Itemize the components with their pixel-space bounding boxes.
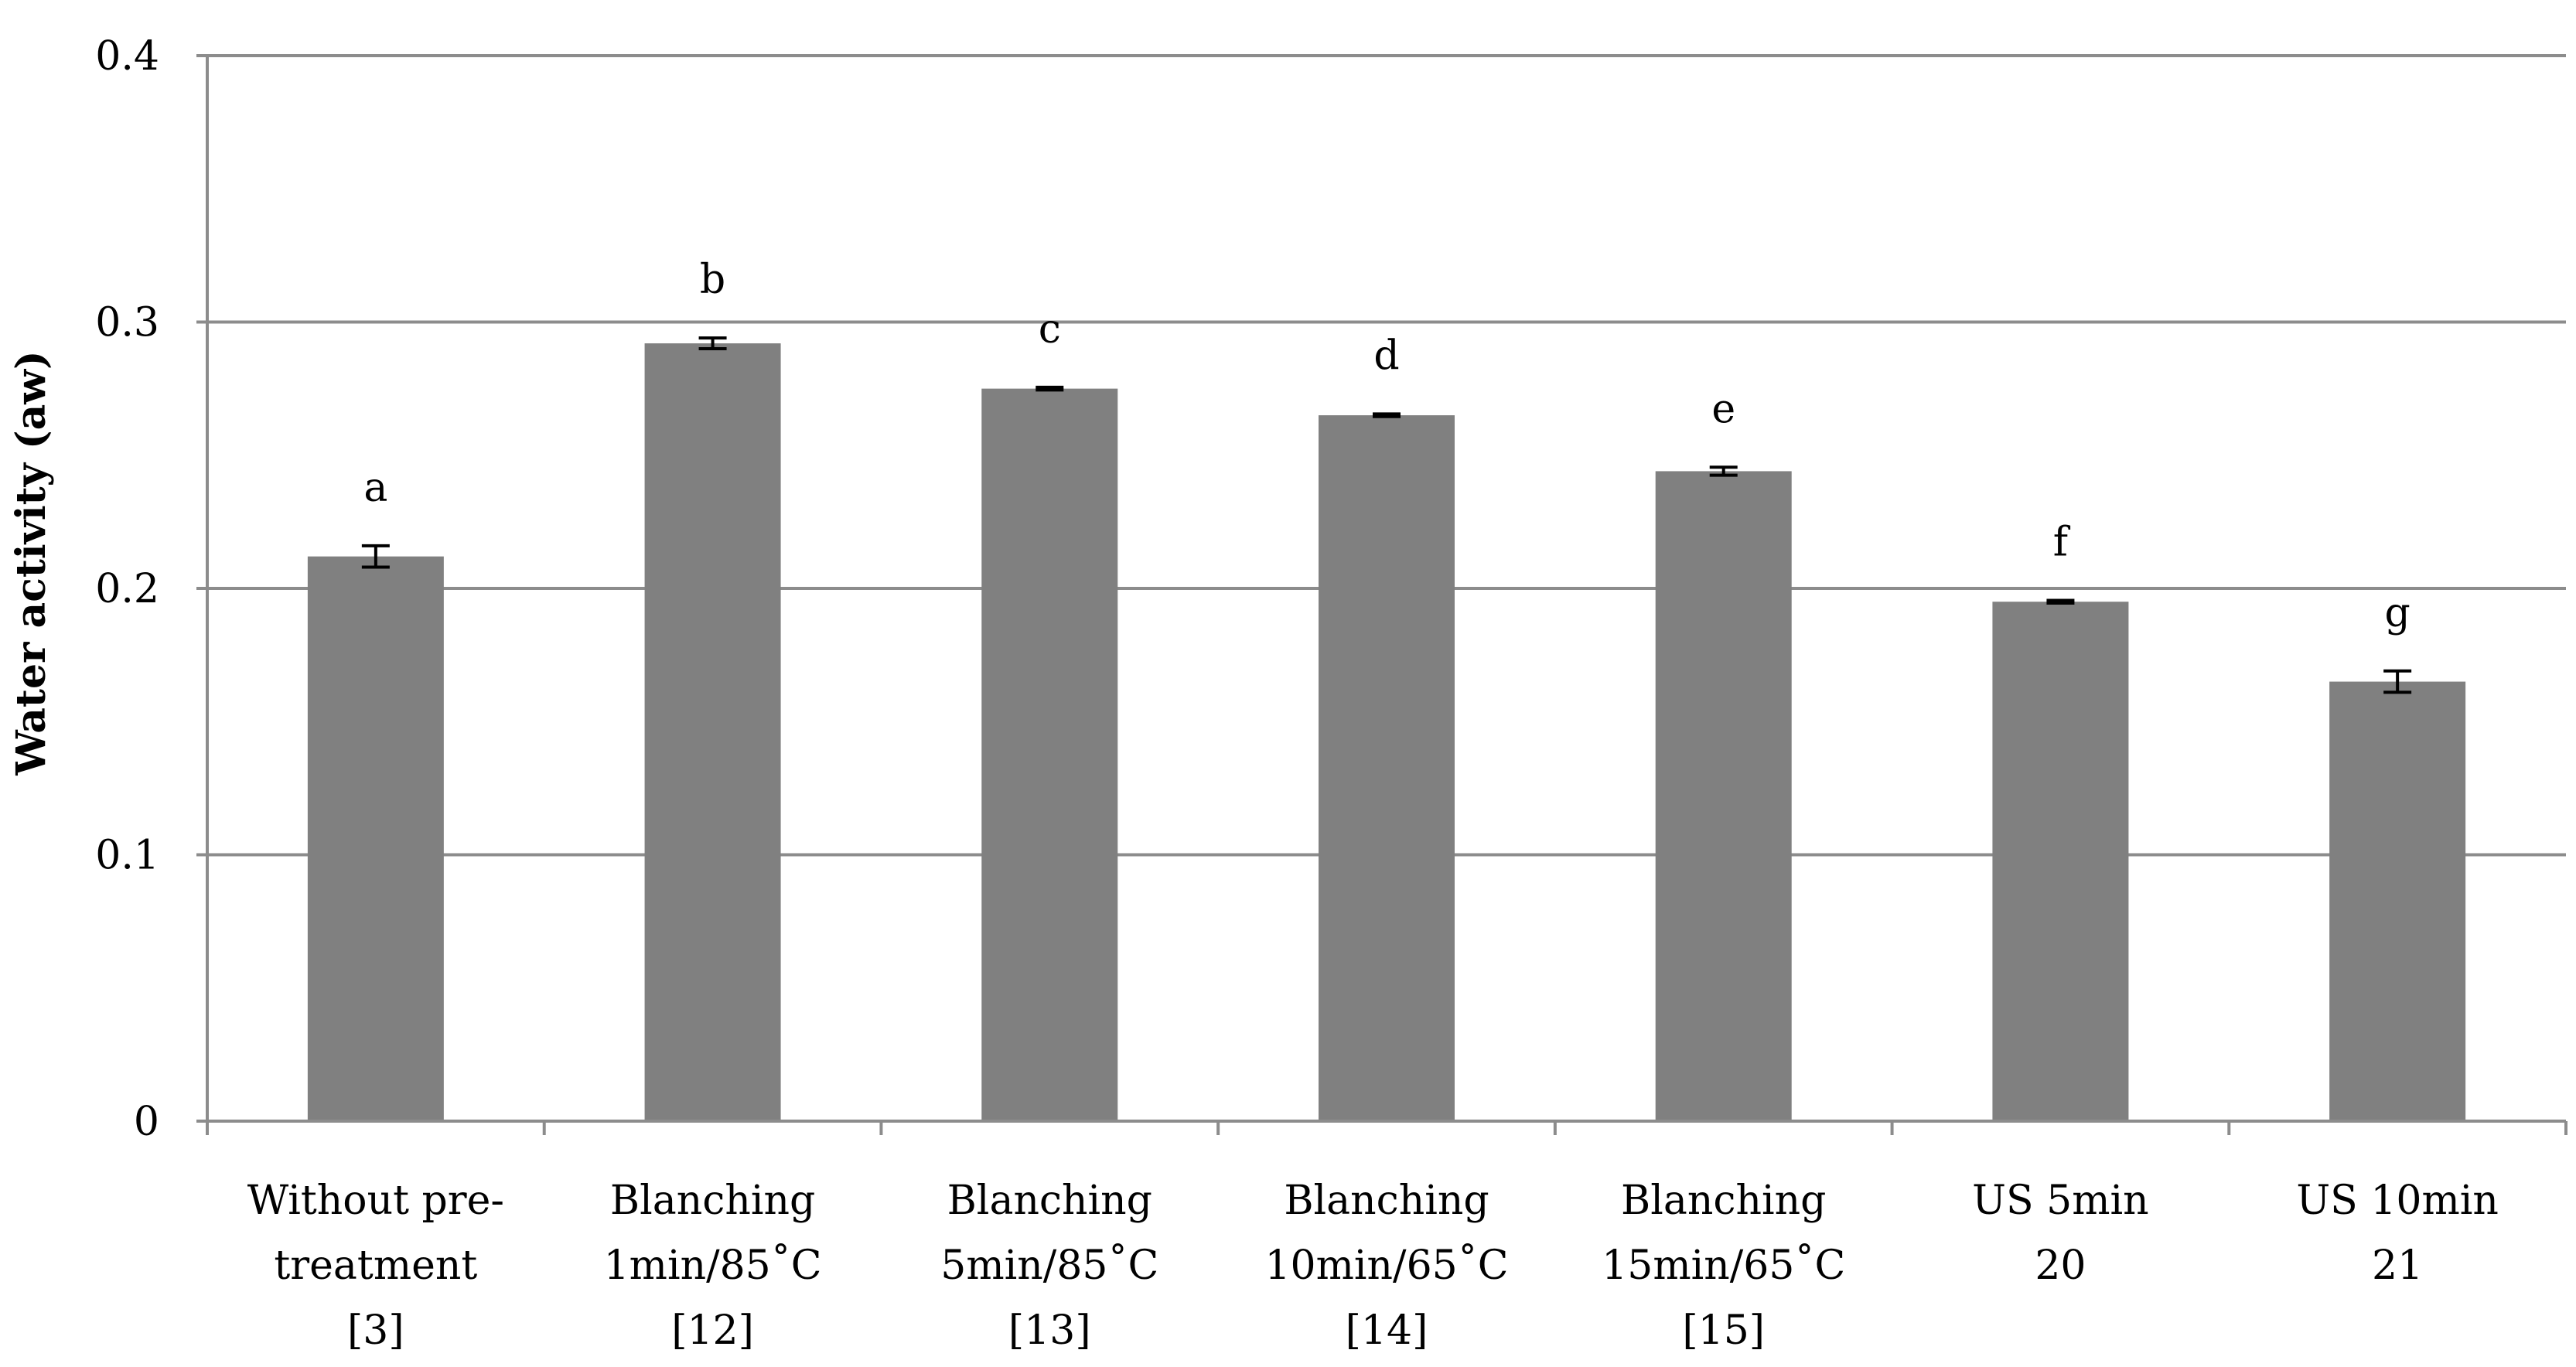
error-bar [2046, 598, 2075, 605]
error-bar [698, 336, 727, 350]
significance-letter: c [1039, 306, 1061, 353]
error-bar [361, 544, 390, 569]
bar [307, 556, 444, 1121]
y-tick-label: 0.3 [95, 300, 159, 346]
bar [1319, 415, 1455, 1121]
x-tick-label: US 10min 21 [2296, 1178, 2499, 1289]
y-axis-title: Water activity (aw) [8, 350, 55, 776]
y-tick-label: 0.1 [95, 833, 159, 879]
x-tick-label: Without pre-treatment [3] [247, 1178, 504, 1354]
axes [196, 54, 2567, 1135]
bar [981, 388, 1118, 1121]
labels: 0 0.1 0.2 0.3 0.4 a Without pre-treatment [3] b B… [95, 33, 2499, 1354]
bar [1992, 602, 2129, 1121]
bar [2329, 681, 2466, 1121]
x-tick-label: Blanching 5min/85˚C [13] [940, 1178, 1158, 1354]
bars [307, 336, 2466, 1121]
y-tick-label: 0.4 [95, 33, 159, 80]
significance-letter: f [2053, 520, 2071, 566]
error-bar [2383, 669, 2412, 694]
x-tick-label: Blanching 15min/65˚C [15] [1602, 1178, 1845, 1354]
error-bar [1373, 412, 1401, 418]
x-tick-label: US 5min 20 [1972, 1178, 2149, 1289]
bar [1655, 471, 1792, 1121]
y-tick-label: 0 [134, 1099, 159, 1145]
significance-letter: e [1711, 386, 1735, 432]
significance-letter: a [363, 465, 387, 511]
y-tick-label: 0.2 [95, 566, 159, 612]
error-bar [1036, 385, 1064, 392]
significance-letter: g [2384, 590, 2410, 636]
x-tick-label: Blanching 10min/65˚C [14] [1264, 1178, 1508, 1354]
x-tick-label: Blanching 1min/85˚C [12] [604, 1178, 822, 1354]
error-bar [1709, 465, 1738, 477]
significance-letter: d [1373, 332, 1399, 379]
bar [644, 343, 781, 1121]
significance-letter: b [700, 257, 725, 303]
